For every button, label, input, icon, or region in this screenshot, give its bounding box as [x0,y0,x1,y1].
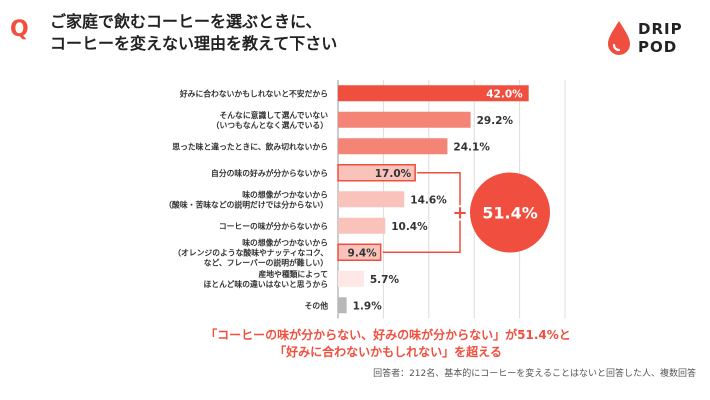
bar [338,297,347,314]
category-label: 思った味と違ったときに、飲み切れないから [172,141,328,151]
value-label: 29.2% [477,115,514,127]
title-line-1: ご家庭で飲むコーヒーを選ぶときに、 [50,12,322,31]
category-label: （いつもなんとなく選んでいる） [212,120,328,130]
summary-note: 「コーヒーの味が分からない、好みの味が分からない」が51.4%と 「好みに合わな… [188,327,588,361]
logo-line-2: POD [638,38,678,56]
category-label: その他 [305,300,329,310]
plus-sign: + [452,203,467,224]
category-label: ほとんど味の違いはないと思うから [203,279,328,289]
value-label: 5.7% [370,274,400,286]
drip-pod-logo: DRIP POD [606,20,696,64]
footnote: 回答者：212名、基本的にコーヒーを変えることはないと回答した人、複数回答 [373,369,696,379]
question-mark-label: Q [10,17,29,42]
title-line-2: コーヒーを変えない理由を教えて下さい [50,34,338,53]
bar [338,191,405,208]
bar [338,85,529,102]
bar [338,138,448,155]
value-label: 42.0% [486,88,523,100]
category-label: （酸味・苦味などの説明だけでは分からない） [164,199,328,209]
category-label: そんなに意識して選んでいない [219,110,328,120]
category-label: コーヒーの味が分からないから [219,221,328,231]
drop-logo-icon [608,21,630,55]
category-label: 味の想像がつかないから [242,189,328,199]
category-label: 味の想像がつかないから [242,237,328,247]
logo-wordmark: DRIP POD [638,20,683,56]
value-label: 24.1% [453,141,490,153]
summary-note-line-1: 「コーヒーの味が分からない、好みの味が分からない」が51.4%と [205,328,571,342]
value-label: 1.9% [353,300,383,312]
page-title: ご家庭で飲むコーヒーを選ぶときに、 コーヒーを変えない理由を教えて下さい [50,11,337,55]
value-label: 10.4% [391,221,428,233]
category-label: （オレンジのような酸味やナッティなコク、 [173,247,328,257]
bar [338,217,386,234]
category-label: 自分の味の好みが分からないから [211,168,328,178]
logo-line-1: DRIP [638,20,683,38]
value-label: 17.0% [375,168,412,180]
category-label: 好みに合わないかもしれないと不安だから [179,88,328,98]
category-label: など、フレーバーの説明が難しい） [204,257,328,267]
category-label: 産地や種類によって [258,269,328,279]
bar [338,270,364,287]
combined-value: 51.4% [482,204,538,223]
bar [337,243,382,261]
bar [337,164,416,182]
value-label: 9.4% [348,247,378,259]
combined-circle [470,172,550,253]
value-label: 14.6% [410,194,447,206]
summary-note-line-2: 「好みに合わないかもしれない」を超える [274,345,502,359]
highlight-bracket [382,172,461,253]
bar [338,111,471,128]
